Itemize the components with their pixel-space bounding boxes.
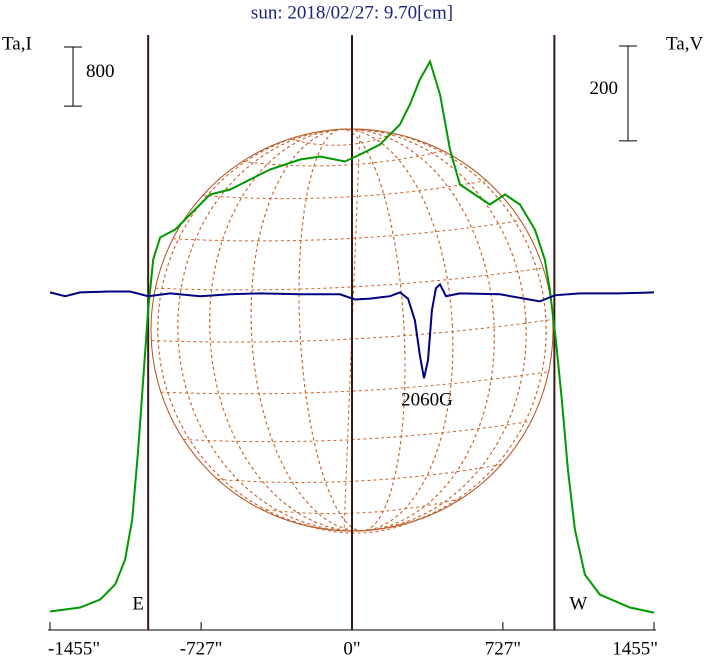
scale-bar-label: 200 [590,78,619,99]
meridian [250,128,454,532]
x-tick-label: 0" [343,638,360,659]
solar-disk [150,128,554,534]
meridian [157,128,547,532]
annotation: 2060G [401,389,453,410]
x-tick-label: -727" [180,638,223,659]
x-tick-label: -1455" [48,638,100,659]
parallel [151,318,553,343]
parallel [183,420,532,443]
parallel [172,220,521,242]
parallel [202,180,487,200]
x-tick-label: 727" [485,638,521,659]
x-tick-label: 1455" [612,638,658,659]
parallel [242,150,444,167]
meridian [343,128,361,532]
parallel [260,498,462,515]
chart-title: sun: 2018/02/27: 9.70[cm] [251,2,453,23]
series-line [49,282,655,379]
series-line [49,58,655,614]
y2-axis-label: Ta,V [666,33,703,54]
parallel [160,371,549,395]
parallel [217,464,502,483]
limb-label: E [132,593,144,614]
y-axis-label: Ta,I [2,33,32,54]
scale-bar-label: 800 [86,61,115,82]
limb-label: W [569,593,587,614]
parallel [155,267,544,291]
